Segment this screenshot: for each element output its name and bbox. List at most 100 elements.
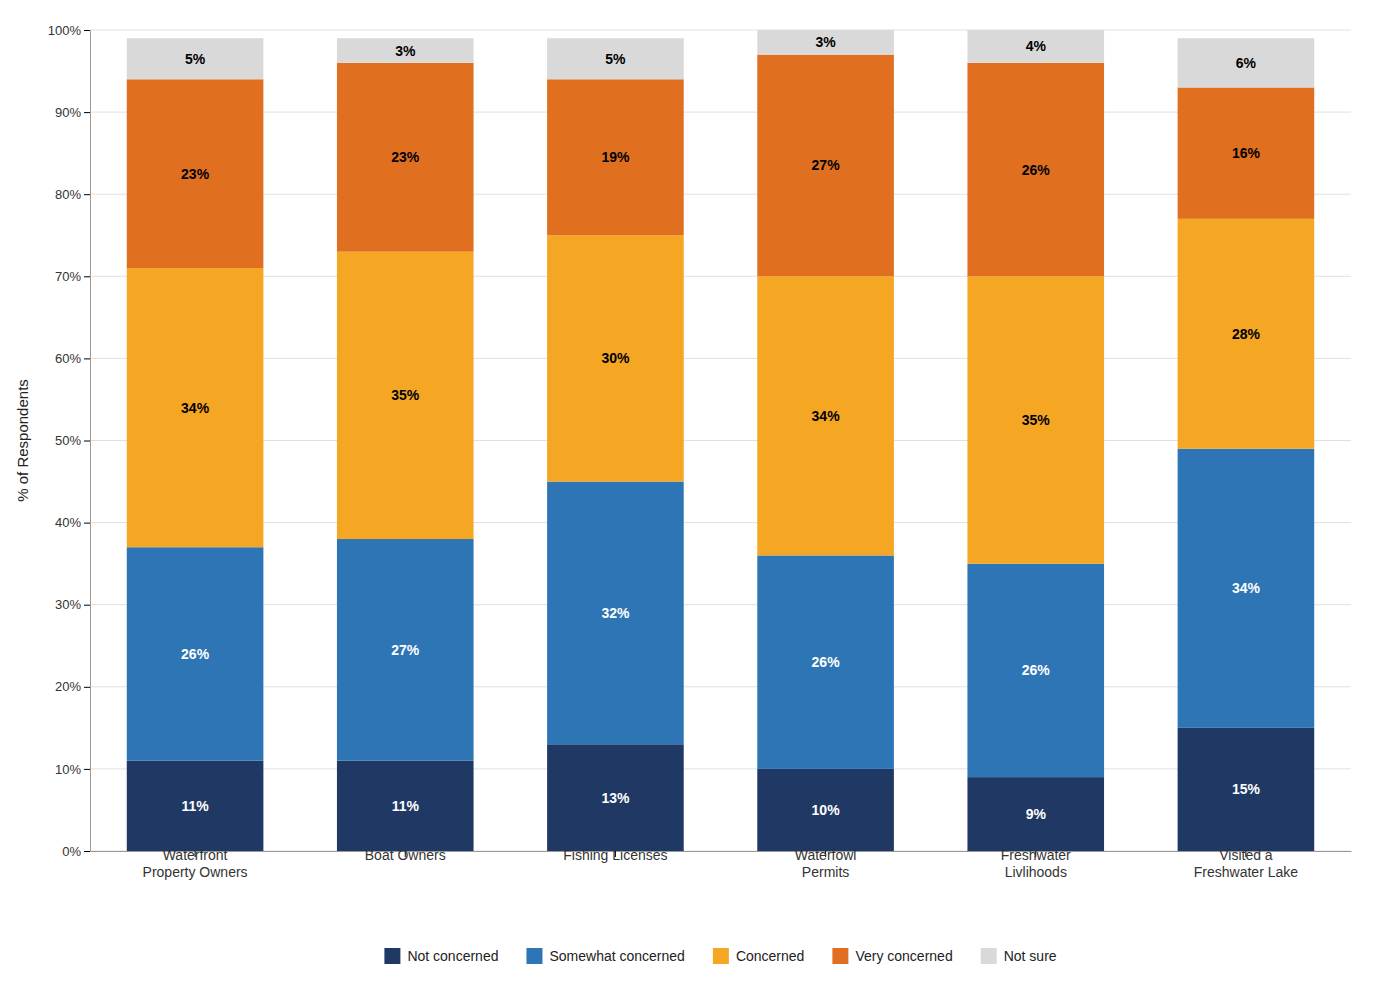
grid-line bbox=[90, 194, 1351, 195]
bar bbox=[1178, 38, 1315, 87]
legend-item: Concerned bbox=[713, 948, 805, 964]
legend-item: Somewhat concerned bbox=[526, 948, 684, 964]
bar bbox=[127, 38, 264, 79]
x-tick-label: WaterfowlPermits bbox=[795, 847, 857, 880]
x-tick-label-line: Permits bbox=[802, 864, 849, 880]
y-axis-line bbox=[90, 31, 91, 852]
y-tick-mark bbox=[84, 769, 90, 770]
x-tick-label: Visited aFreshwater Lake bbox=[1194, 847, 1298, 880]
y-tick: 100% bbox=[48, 23, 90, 38]
x-tick-label-line: Boat Owners bbox=[365, 847, 446, 863]
grid-line bbox=[90, 686, 1351, 687]
y-tick-label: 80% bbox=[55, 187, 81, 202]
grid-line bbox=[90, 30, 1351, 31]
data-label: 11% bbox=[392, 798, 420, 814]
bar bbox=[337, 761, 474, 851]
y-tick: 60% bbox=[55, 351, 90, 366]
bar-series bbox=[127, 728, 1314, 851]
data-label: 13% bbox=[601, 790, 630, 806]
y-tick-label: 30% bbox=[55, 597, 81, 612]
bar bbox=[547, 482, 684, 745]
bar bbox=[967, 777, 1104, 851]
bar bbox=[1178, 728, 1315, 851]
data-label: 23% bbox=[181, 166, 210, 182]
bar bbox=[547, 79, 684, 235]
data-label: 9% bbox=[1026, 806, 1047, 822]
bar bbox=[967, 30, 1104, 63]
bar bbox=[757, 276, 894, 555]
legend-swatch bbox=[384, 948, 400, 964]
data-label: 15% bbox=[1232, 781, 1261, 797]
data-label: 10% bbox=[812, 802, 841, 818]
data-label: 26% bbox=[181, 646, 210, 662]
x-axis: WaterfrontProperty Owners Boat Owners Fish… bbox=[91, 847, 1352, 880]
legend-swatch bbox=[981, 948, 997, 964]
y-tick-label: 20% bbox=[55, 679, 81, 694]
bar bbox=[1178, 449, 1315, 728]
bar bbox=[967, 276, 1104, 563]
legend-swatch bbox=[526, 948, 542, 964]
data-label: 16% bbox=[1232, 145, 1261, 161]
x-tick: WaterfrontProperty Owners bbox=[143, 847, 248, 880]
bar bbox=[547, 744, 684, 851]
bar bbox=[547, 38, 684, 79]
bar bbox=[757, 55, 894, 277]
data-label: 34% bbox=[181, 400, 210, 416]
y-tick-label: 60% bbox=[55, 351, 81, 366]
data-label: 27% bbox=[812, 157, 841, 173]
data-label: 32% bbox=[601, 605, 630, 621]
data-label: 35% bbox=[391, 387, 420, 403]
y-tick: 70% bbox=[55, 269, 90, 284]
y-axis: 0%10%20%30%40%50%60%70%80%90%100% bbox=[48, 23, 91, 859]
legend-item: Not sure bbox=[981, 948, 1057, 964]
y-tick-label: 10% bbox=[55, 762, 81, 777]
x-tick-label: Boat Owners bbox=[365, 847, 446, 863]
data-label: 5% bbox=[185, 51, 206, 67]
bar bbox=[1178, 87, 1315, 218]
y-tick: 30% bbox=[55, 597, 90, 612]
grid bbox=[90, 30, 1351, 851]
bar bbox=[757, 30, 894, 55]
bar bbox=[127, 79, 264, 268]
legend-label: Somewhat concerned bbox=[549, 948, 684, 964]
y-tick: 0% bbox=[62, 844, 90, 859]
x-tick-label: Fishing Licenses bbox=[563, 847, 667, 863]
legend-swatch bbox=[832, 948, 848, 964]
y-tick-mark bbox=[84, 358, 90, 359]
x-tick-label: WaterfrontProperty Owners bbox=[143, 847, 248, 880]
y-tick: 50% bbox=[55, 433, 90, 448]
x-tick: Boat Owners bbox=[365, 847, 446, 863]
data-label: 30% bbox=[601, 350, 630, 366]
bar bbox=[757, 555, 894, 768]
bar bbox=[337, 252, 474, 539]
y-tick-label: 100% bbox=[48, 23, 82, 38]
y-tick-mark bbox=[84, 605, 90, 606]
bar bbox=[547, 235, 684, 481]
bar bbox=[127, 547, 264, 760]
y-tick: 40% bbox=[55, 515, 90, 530]
bar bbox=[127, 761, 264, 851]
y-tick-label: 40% bbox=[55, 515, 81, 530]
x-tick: Visited aFreshwater Lake bbox=[1194, 847, 1298, 880]
data-label: 5% bbox=[605, 51, 626, 67]
bar-series bbox=[127, 449, 1314, 777]
data-label: 6% bbox=[1236, 55, 1257, 71]
y-tick: 80% bbox=[55, 187, 90, 202]
data-label: 26% bbox=[1022, 162, 1051, 178]
y-tick-mark bbox=[84, 276, 90, 277]
data-label: 35% bbox=[1022, 412, 1051, 428]
legend-item: Very concerned bbox=[832, 948, 952, 964]
data-label: 26% bbox=[812, 654, 841, 670]
bar bbox=[1178, 219, 1315, 449]
x-tick-label: FreshwaterLivlihoods bbox=[1001, 847, 1071, 880]
data-label: 34% bbox=[812, 408, 841, 424]
data-label: 26% bbox=[1022, 662, 1051, 678]
chart-svg: 11%11%13%10%9%15%26%27%32%26%26%34%34%35… bbox=[0, 0, 1381, 1001]
y-tick-mark bbox=[84, 30, 90, 31]
legend-label: Very concerned bbox=[855, 948, 952, 964]
y-tick-mark bbox=[84, 194, 90, 195]
x-axis-line bbox=[91, 851, 1352, 852]
data-label: 4% bbox=[1026, 38, 1047, 54]
x-tick: Fishing Licenses bbox=[563, 847, 667, 863]
bar bbox=[127, 268, 264, 547]
